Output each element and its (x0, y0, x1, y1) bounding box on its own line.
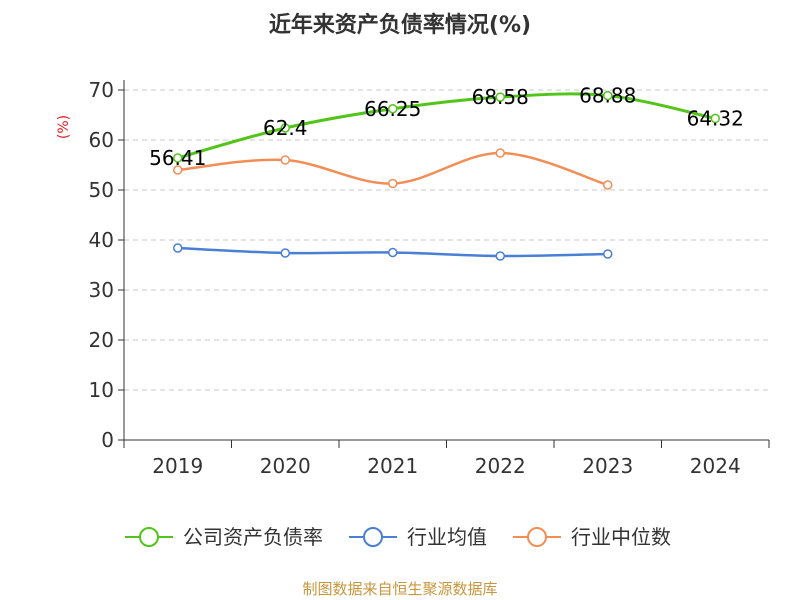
series-3-point (280, 155, 290, 165)
y-tick-label: 0 (101, 428, 114, 452)
data-label: 56.41 (149, 146, 206, 170)
data-label: 66.25 (364, 97, 421, 121)
series-1-point (710, 113, 720, 124)
data-label: 62.4 (263, 116, 308, 140)
series-1-point (603, 90, 613, 101)
data-label: 68.88 (579, 84, 636, 108)
y-tick-label: 20 (89, 328, 114, 352)
legend-item-2[interactable]: 行业均值 (349, 525, 487, 549)
series-1-point (280, 123, 290, 133)
series-3-point (388, 178, 398, 189)
legend-item-1[interactable]: 公司资产负债率 (125, 525, 323, 549)
series-2-point (603, 249, 613, 259)
x-tick-label: 2023 (582, 454, 633, 478)
series-1-point (388, 104, 398, 114)
x-tick-label: 2019 (152, 454, 203, 478)
legend-swatch-marker (139, 527, 159, 547)
legend-label: 行业中位数 (571, 525, 671, 549)
legend-swatch-marker (363, 527, 383, 547)
data-labels: 56.41 62.4 66.25 68.58 68.88 64.32 (149, 84, 744, 170)
legend-label: 公司资产负债率 (183, 525, 323, 549)
series-3-point (173, 165, 183, 175)
legend-label: 行业均值 (407, 525, 487, 549)
series-layer (173, 90, 720, 261)
y-tick-label: 40 (89, 228, 114, 252)
series-3-point (495, 148, 505, 158)
x-tick-label: 2022 (475, 454, 526, 478)
x-tick-label: 2024 (690, 454, 741, 478)
x-tick-label: 2021 (367, 454, 418, 478)
data-label: 68.58 (472, 85, 529, 109)
series-3-point (603, 180, 613, 190)
gridlines (124, 89, 769, 391)
y-axis-label: (%) (56, 115, 72, 139)
y-tick-label: 60 (89, 128, 114, 152)
series-line-1 (177, 92, 716, 160)
axes: 0 10 20 30 40 50 60 70 2019 2020 2021 2022 2023 2024 (89, 78, 770, 478)
series-1-point (173, 153, 183, 163)
series-2-point (280, 248, 290, 258)
source-note: 制图数据来自恒生聚源数据库 (302, 580, 497, 598)
legend-swatch-marker (527, 527, 547, 547)
x-tick-label: 2020 (260, 454, 311, 478)
data-label: 64.32 (687, 106, 744, 130)
series-1-point (495, 92, 505, 102)
y-tick-label: 50 (89, 178, 114, 202)
chart-title: 近年来资产负债率情况(%) (269, 12, 531, 38)
y-tick-label: 30 (89, 278, 114, 302)
y-tick-label: 10 (89, 378, 114, 402)
y-tick-label: 70 (89, 78, 114, 102)
legend[interactable]: 公司资产负债率 行业均值 行业中位数 (125, 525, 671, 549)
series-2-point (495, 251, 505, 261)
series-2-point (388, 247, 398, 258)
series-2-point (173, 243, 183, 253)
legend-item-3[interactable]: 行业中位数 (513, 525, 671, 549)
